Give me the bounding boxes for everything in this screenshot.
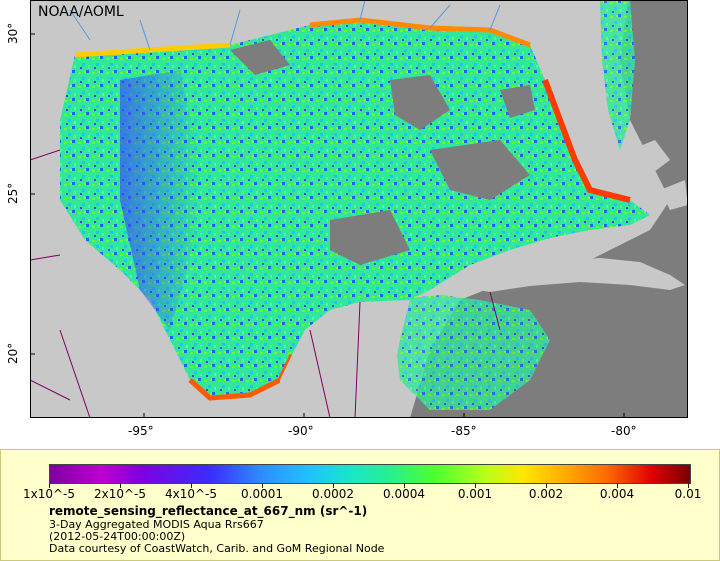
colorbar-label: 0.001 xyxy=(457,487,493,501)
map-border xyxy=(30,0,688,418)
colorbar-tick xyxy=(49,483,50,488)
colorbar-label: 0.002 xyxy=(528,487,564,501)
lon-tick-85: -85° xyxy=(451,424,477,438)
colorbar-label: 1x10^-5 xyxy=(22,487,76,501)
dataset-time: (2012-05-24T00:00:00Z) xyxy=(49,530,186,543)
bahamas-land xyxy=(630,140,688,210)
colorbar-label: 0.0001 xyxy=(241,487,283,501)
yucatan-land xyxy=(280,300,410,418)
colorbar xyxy=(49,464,691,484)
lon-tick-80: -80° xyxy=(611,424,637,438)
campeche-coast-high-reflectance xyxy=(188,353,295,401)
colorbar-tick xyxy=(475,483,476,488)
legend-panel: 1x10^-5 2x10^-5 4x10^-5 0.0001 0.0002 0.… xyxy=(0,449,720,561)
colorbar-tick xyxy=(333,483,334,488)
colorbar-label: 0.004 xyxy=(599,487,635,501)
map-frame xyxy=(30,0,688,418)
lon-tick-90: -90° xyxy=(288,424,314,438)
colorbar-tick xyxy=(404,483,405,488)
lon-tick-95: -95° xyxy=(128,424,154,438)
rivers xyxy=(69,0,501,51)
colorbar-tick xyxy=(120,483,121,488)
colorbar-tick xyxy=(688,483,689,488)
map-title: NOAA/AOML xyxy=(38,4,124,20)
colorbar-tick xyxy=(617,483,618,488)
gulf-of-mexico-map xyxy=(30,0,688,418)
colorbar-tick xyxy=(546,483,547,488)
lat-tick-25: 25° xyxy=(6,182,20,204)
data-credit: Data courtesy of CoastWatch, Carib. and … xyxy=(49,542,385,555)
atlantic-water xyxy=(600,0,635,150)
cuba-land xyxy=(450,258,685,292)
colorbar-label: 0.0002 xyxy=(312,487,354,501)
colorbar-tick xyxy=(191,483,192,488)
colorbar-label: 2x10^-5 xyxy=(93,487,147,501)
lat-tick-30: 30° xyxy=(6,22,20,44)
gulf-water xyxy=(60,20,650,398)
florida-coast-high-reflectance xyxy=(542,78,631,203)
low-reflectance-band xyxy=(120,70,200,330)
cloud-mask-patches xyxy=(230,40,535,265)
florida-land xyxy=(530,0,615,190)
colorbar-label: 0.01 xyxy=(674,487,702,501)
lat-tick-20: 20° xyxy=(6,342,20,364)
colorbar-label: 0.0004 xyxy=(383,487,425,501)
dataset-description: 3-Day Aggregated MODIS Aqua Rrs667 xyxy=(49,518,264,531)
political-borders xyxy=(30,149,501,418)
colorbar-tick xyxy=(262,483,263,488)
caribbean-water xyxy=(390,295,550,410)
variable-name: remote_sensing_reflectance_at_667_nm (sr… xyxy=(49,504,368,518)
colorbar-label: 4x10^-5 xyxy=(164,487,218,501)
